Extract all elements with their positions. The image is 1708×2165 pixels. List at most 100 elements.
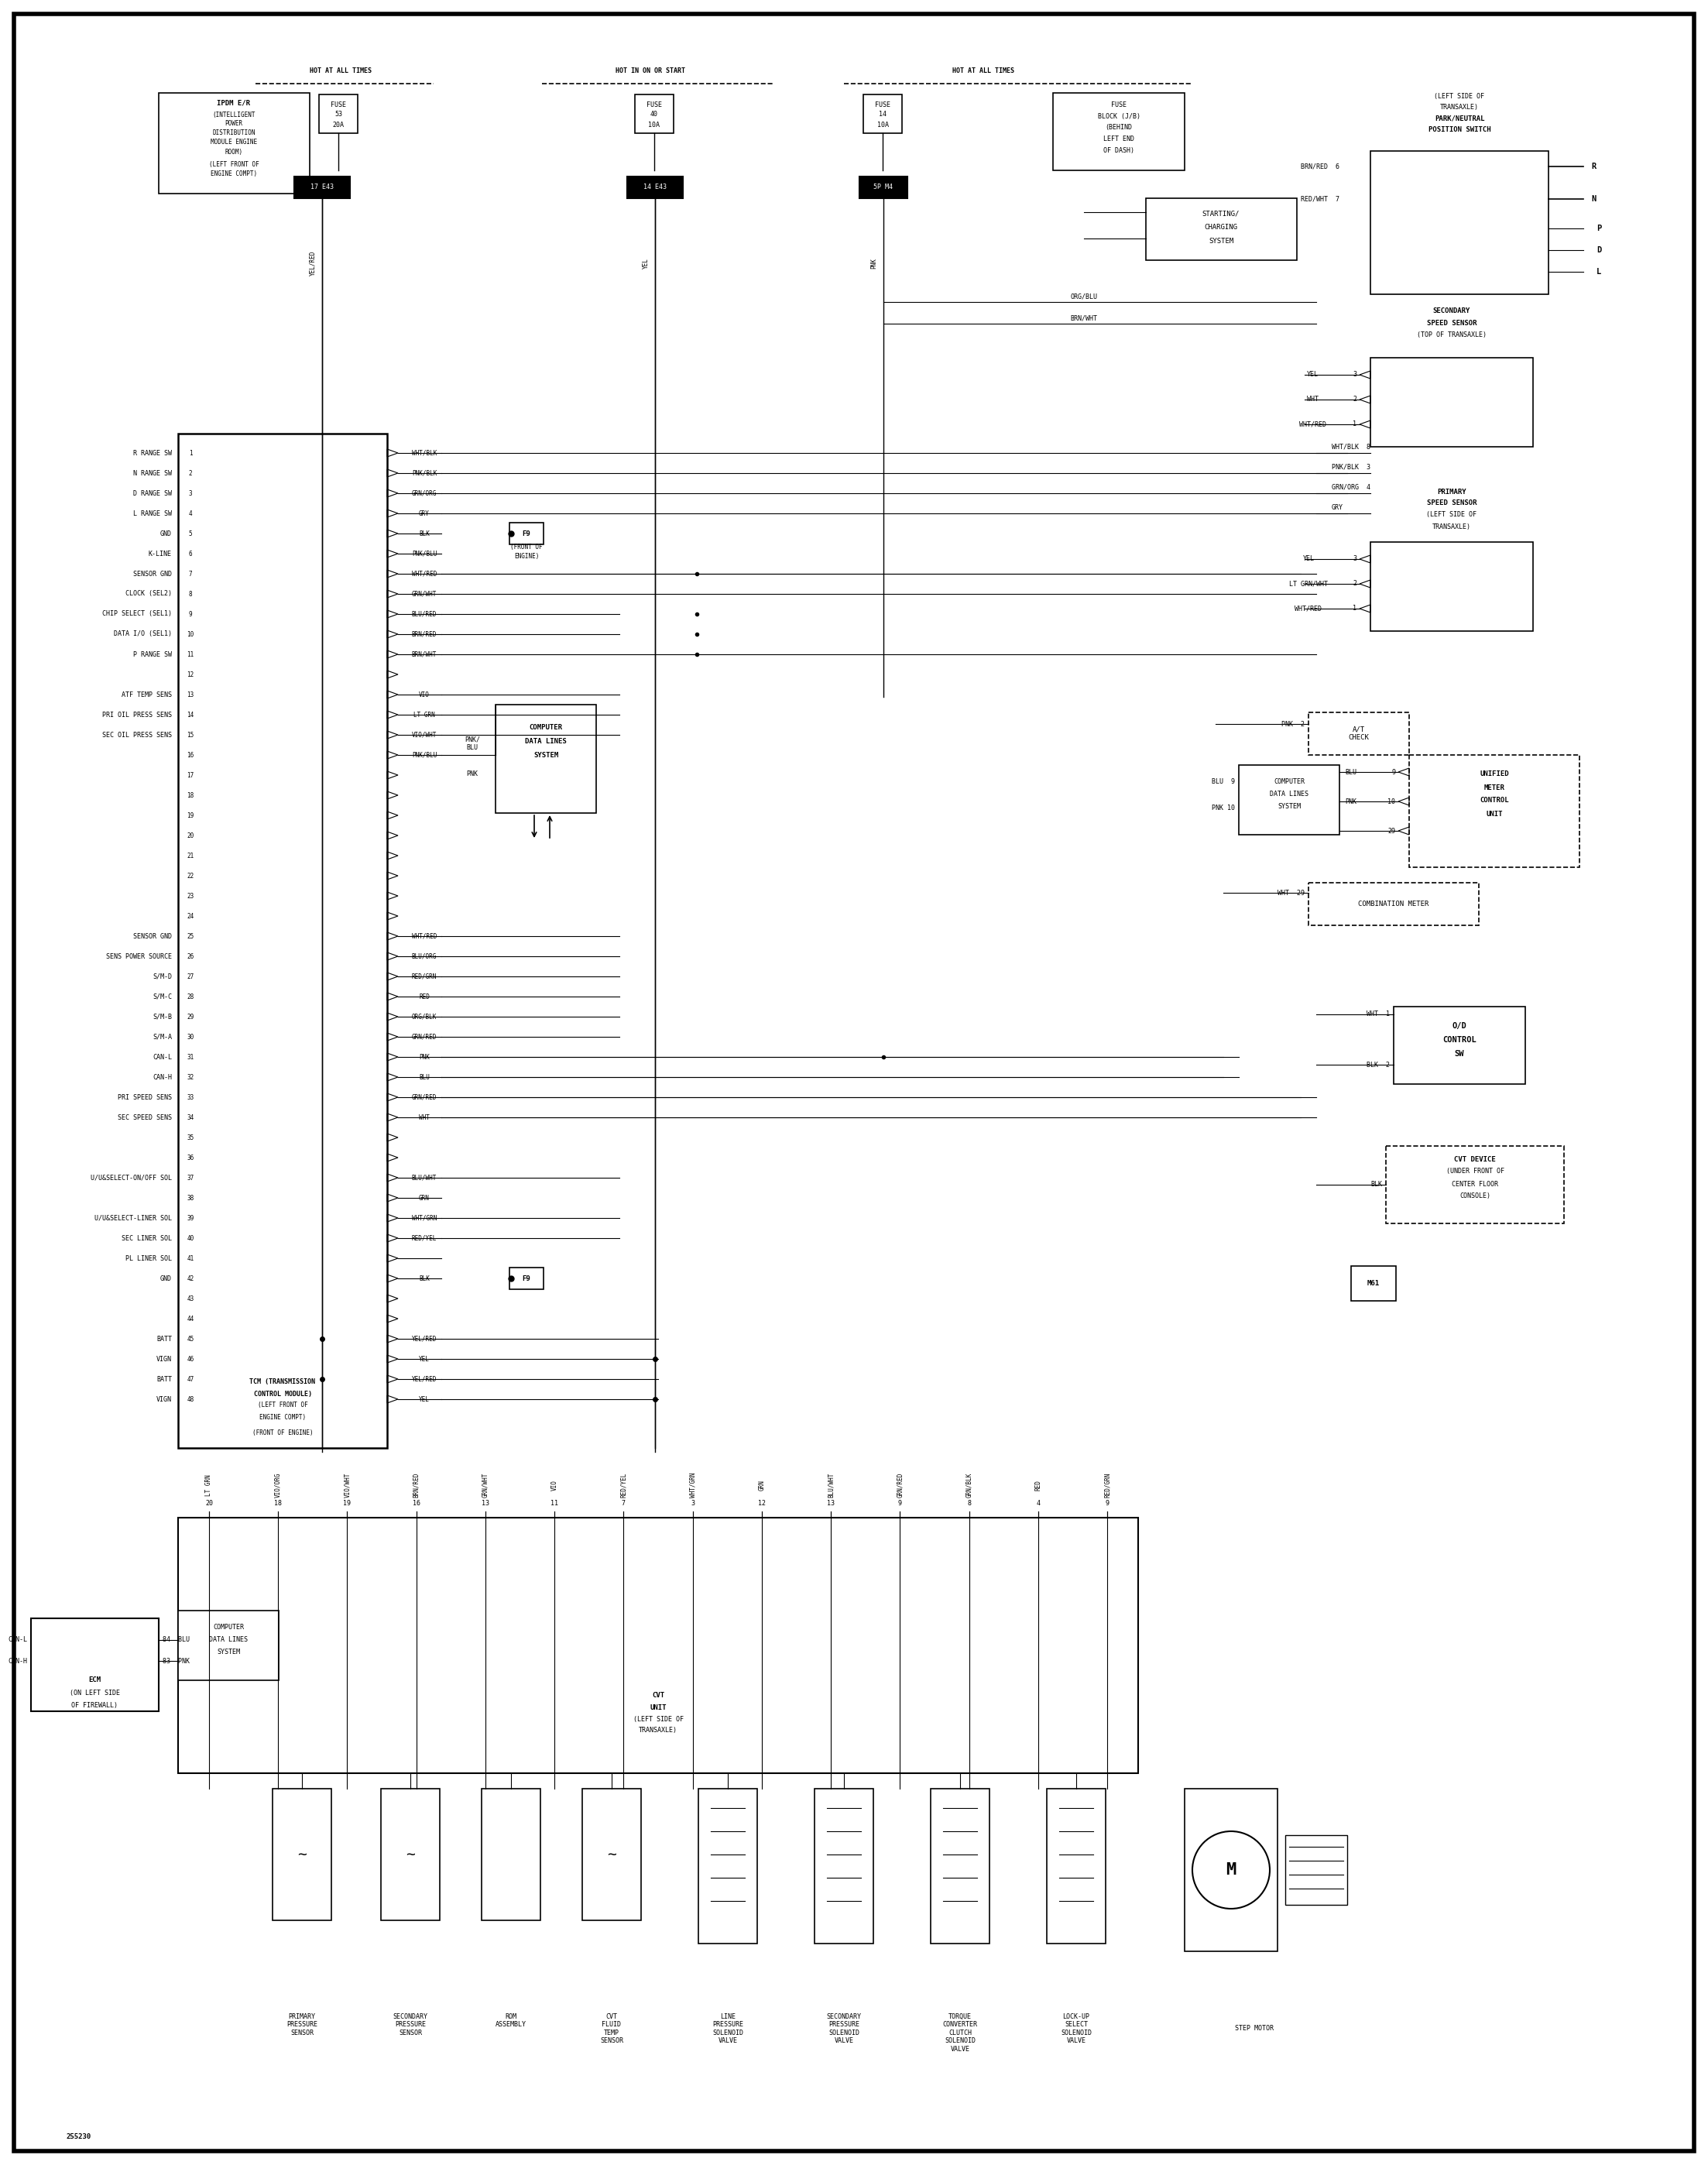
Text: CHIP SELECT (SEL1): CHIP SELECT (SEL1)	[102, 611, 173, 617]
Text: RED/GRN: RED/GRN	[412, 972, 437, 981]
Text: PNK  2: PNK 2	[1281, 721, 1305, 727]
Text: PNK: PNK	[418, 1054, 430, 1061]
Text: LT GRN: LT GRN	[413, 712, 436, 719]
Bar	[31, 1617, 159, 1710]
Text: DATA LINES: DATA LINES	[1269, 790, 1308, 799]
Text: ECM: ECM	[89, 1676, 101, 1684]
Text: FUSE: FUSE	[874, 102, 890, 108]
Text: YEL: YEL	[418, 1396, 430, 1403]
Text: IPDM E/R: IPDM E/R	[217, 100, 251, 106]
Text: BLU: BLU	[1346, 769, 1356, 775]
Text: 2: 2	[1353, 396, 1356, 403]
Bar	[1308, 883, 1479, 924]
Text: SENSOR GND: SENSOR GND	[133, 933, 173, 940]
Text: ORG/BLU: ORG/BLU	[1071, 292, 1098, 301]
Text: S/M-D: S/M-D	[152, 972, 173, 981]
Text: 41: 41	[186, 1256, 195, 1262]
Text: 29: 29	[1387, 827, 1395, 834]
Bar	[1351, 1267, 1395, 1301]
Text: PRIMARY
PRESSURE
SENSOR: PRIMARY PRESSURE SENSOR	[287, 2013, 318, 2037]
Text: WHT/RED: WHT/RED	[1295, 606, 1322, 613]
Text: N: N	[1590, 195, 1595, 204]
Text: (LEFT SIDE OF: (LEFT SIDE OF	[634, 1715, 683, 1723]
Text: 18: 18	[275, 1500, 282, 1507]
Bar	[859, 178, 907, 199]
Text: 31: 31	[186, 1054, 195, 1061]
Text: 1: 1	[1353, 420, 1356, 429]
Bar	[863, 95, 902, 134]
Text: PRI OIL PRESS SENS: PRI OIL PRESS SENS	[102, 712, 173, 719]
Text: (UNDER FRONT OF: (UNDER FRONT OF	[1447, 1169, 1505, 1176]
Text: SYSTEM: SYSTEM	[1278, 803, 1301, 810]
Bar	[1146, 199, 1296, 260]
Text: S/M-C: S/M-C	[152, 994, 173, 1000]
Text: TRANSAXLE): TRANSAXLE)	[1440, 104, 1479, 110]
Text: (ON LEFT SIDE: (ON LEFT SIDE	[70, 1689, 120, 1695]
Text: SPEED SENSOR: SPEED SENSOR	[1426, 500, 1477, 507]
Text: ROOM): ROOM)	[225, 147, 243, 156]
Text: DATA LINES: DATA LINES	[524, 738, 567, 745]
Text: BRN/WHT: BRN/WHT	[1071, 314, 1098, 323]
Text: PNK: PNK	[871, 258, 878, 268]
Text: BRN/RED: BRN/RED	[413, 1472, 420, 1498]
Text: 1: 1	[188, 450, 193, 457]
Text: 9: 9	[1105, 1500, 1108, 1507]
Text: 10: 10	[186, 630, 195, 639]
Bar	[495, 704, 596, 814]
Text: 20A: 20A	[333, 121, 343, 128]
Text: 45: 45	[186, 1336, 195, 1342]
Text: CAN-H: CAN-H	[9, 1658, 27, 1665]
Text: LEFT END: LEFT END	[1103, 136, 1134, 143]
Text: MODULE ENGINE: MODULE ENGINE	[210, 139, 258, 145]
Text: TRANSAXLE): TRANSAXLE)	[639, 1728, 678, 1734]
Text: U/U&SELECT-ON/OFF SOL: U/U&SELECT-ON/OFF SOL	[91, 1173, 173, 1182]
Text: VIO/ORG: VIO/ORG	[275, 1472, 282, 1498]
Text: ENGINE): ENGINE)	[514, 554, 540, 561]
Text: CHARGING: CHARGING	[1204, 225, 1238, 232]
Text: RED/YEL: RED/YEL	[412, 1234, 437, 1241]
Text: CONTROL: CONTROL	[1443, 1037, 1476, 1044]
Text: 11: 11	[186, 652, 195, 658]
Text: COMPUTER: COMPUTER	[214, 1624, 244, 1630]
Text: (LEFT SIDE OF: (LEFT SIDE OF	[1426, 511, 1477, 517]
Text: 13: 13	[482, 1500, 488, 1507]
Text: 12: 12	[186, 671, 195, 678]
Text: (LEFT FRONT OF: (LEFT FRONT OF	[208, 160, 260, 167]
Text: M: M	[1226, 1862, 1237, 1877]
Text: (LEFT FRONT OF: (LEFT FRONT OF	[258, 1403, 307, 1409]
Text: CAN-L: CAN-L	[152, 1054, 173, 1061]
Text: 15: 15	[186, 732, 195, 738]
Text: 9: 9	[188, 611, 193, 617]
Text: YEL/RED: YEL/RED	[412, 1375, 437, 1383]
Text: 23: 23	[186, 892, 195, 898]
Text: BLK: BLK	[1370, 1182, 1382, 1189]
Text: GRN: GRN	[418, 1195, 430, 1202]
Text: WHT/GRN: WHT/GRN	[412, 1215, 437, 1221]
Text: CAN-H: CAN-H	[152, 1074, 173, 1080]
Text: 48: 48	[186, 1396, 195, 1403]
Text: GRN: GRN	[758, 1479, 765, 1490]
Bar	[273, 1788, 331, 1920]
Text: BLU/ORG: BLU/ORG	[412, 953, 437, 959]
Text: GND: GND	[161, 530, 173, 537]
Text: BRN/WHT: BRN/WHT	[412, 652, 437, 658]
Text: LOCK-UP
SELECT
SOLENOID
VALVE: LOCK-UP SELECT SOLENOID VALVE	[1061, 2013, 1091, 2044]
Text: ENGINE COMPT): ENGINE COMPT)	[210, 171, 258, 178]
Text: WHT/RED: WHT/RED	[1298, 420, 1325, 429]
Text: TORQUE
CONVERTER
CLUTCH
SOLENOID
VALVE: TORQUE CONVERTER CLUTCH SOLENOID VALVE	[943, 2013, 977, 2052]
Text: METER: METER	[1484, 784, 1505, 790]
Bar	[627, 178, 683, 199]
Text: 4: 4	[1037, 1500, 1040, 1507]
Text: 7: 7	[188, 569, 193, 578]
Text: FUSE: FUSE	[647, 102, 663, 108]
Text: BLU/WHT: BLU/WHT	[412, 1173, 437, 1182]
Text: VIGN: VIGN	[157, 1355, 173, 1362]
Text: YEL: YEL	[642, 258, 649, 268]
Text: 36: 36	[186, 1154, 195, 1160]
Text: 13: 13	[186, 691, 195, 697]
Text: OF FIREWALL): OF FIREWALL)	[72, 1702, 118, 1708]
Text: SECONDARY
PRESSURE
SENSOR: SECONDARY PRESSURE SENSOR	[393, 2013, 427, 2037]
Text: 42: 42	[186, 1275, 195, 1282]
Text: 16: 16	[412, 1500, 420, 1507]
Text: 43: 43	[186, 1295, 195, 1301]
